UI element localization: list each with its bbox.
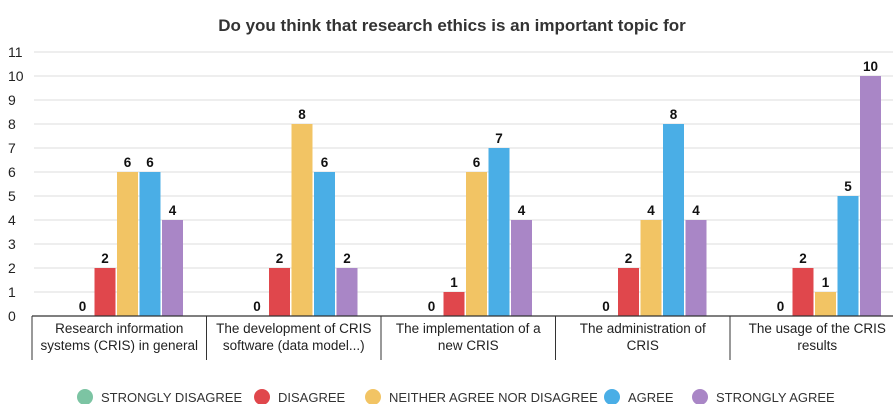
legend-marker	[365, 389, 381, 404]
legend-label: DISAGREE	[278, 390, 346, 404]
bar-value-label: 0	[777, 299, 785, 314]
bar	[837, 196, 859, 316]
bar-value-label: 2	[799, 251, 807, 266]
category-label: CRIS	[627, 338, 659, 353]
y-tick-label: 1	[8, 284, 16, 300]
legend-marker	[254, 389, 270, 404]
bar-value-label: 6	[473, 155, 481, 170]
legend-marker	[604, 389, 620, 404]
y-tick-label: 4	[8, 212, 16, 228]
y-axis-ticks: 0 1 2 3 4 5 6 7 8 9 10 11	[8, 44, 24, 324]
bar-value-label: 0	[602, 299, 610, 314]
bar-value-label: 6	[321, 155, 329, 170]
legend: STRONGLY DISAGREE DISAGREE NEITHER AGREE N…	[77, 389, 835, 404]
bar-value-label: 7	[495, 131, 503, 146]
category-label: The administration of	[580, 321, 706, 336]
category-label: Research information	[55, 321, 183, 336]
category-label: new CRIS	[438, 338, 499, 353]
category-label: results	[797, 338, 837, 353]
bar-value-label: 0	[79, 299, 87, 314]
legend-label: STRONGLY AGREE	[716, 390, 835, 404]
bar	[618, 268, 639, 316]
y-tick-label: 5	[8, 188, 16, 204]
bar	[860, 76, 881, 316]
y-tick-label: 7	[8, 140, 16, 156]
bar	[792, 268, 814, 316]
y-tick-label: 10	[8, 68, 24, 84]
bar-value-label: 1	[822, 275, 830, 290]
chart-title: Do you think that research ethics is an …	[218, 16, 686, 35]
bars	[94, 76, 881, 316]
y-tick-label: 0	[8, 308, 16, 324]
bar-value-label: 2	[101, 251, 109, 266]
bar-value-label: 1	[450, 275, 458, 290]
y-tick-label: 2	[8, 260, 16, 276]
category-label: The implementation of a	[396, 321, 541, 336]
bar	[663, 124, 684, 316]
x-axis: Research information systems (CRIS) in ge…	[31, 315, 893, 360]
bar	[443, 292, 465, 316]
bar-value-label: 4	[692, 203, 700, 218]
bar	[291, 124, 313, 316]
bar-value-label: 0	[253, 299, 261, 314]
legend-label: STRONGLY DISAGREE	[101, 390, 242, 404]
bar	[466, 172, 487, 316]
category-label: The usage of the CRIS	[749, 321, 886, 336]
y-tick-label: 11	[8, 44, 23, 60]
bar-value-label: 6	[124, 155, 132, 170]
bar-value-label: 4	[518, 203, 526, 218]
legend-marker	[77, 389, 93, 404]
bar-value-label: 6	[146, 155, 154, 170]
bar	[162, 220, 183, 316]
bar	[685, 220, 707, 316]
bar-value-label: 5	[844, 179, 852, 194]
bar	[488, 148, 510, 316]
y-tick-label: 6	[8, 164, 16, 180]
category-label: systems (CRIS) in general	[40, 338, 198, 353]
bar	[815, 292, 836, 316]
bar-value-label: 10	[863, 59, 878, 74]
bar	[336, 268, 358, 316]
category-label: The development of CRIS	[216, 321, 371, 336]
bar	[117, 172, 138, 316]
bar-value-label: 2	[276, 251, 284, 266]
bar	[314, 172, 335, 316]
legend-marker	[692, 389, 708, 404]
bar-value-label: 2	[343, 251, 351, 266]
y-tick-label: 8	[8, 116, 16, 132]
bar-value-label: 4	[169, 203, 177, 218]
bar	[139, 172, 161, 316]
bar	[511, 220, 532, 316]
bar	[269, 268, 290, 316]
bar	[640, 220, 662, 316]
category-label: software (data model...)	[223, 338, 365, 353]
bar-value-label: 2	[625, 251, 633, 266]
bar	[94, 268, 116, 316]
bar-value-label: 4	[647, 203, 655, 218]
bar-value-label: 8	[670, 107, 678, 122]
legend-label: AGREE	[628, 390, 674, 404]
legend-label: NEITHER AGREE NOR DISAGREE	[389, 390, 598, 404]
bar-value-label: 8	[298, 107, 306, 122]
y-tick-label: 3	[8, 236, 16, 252]
bar-value-label: 0	[428, 299, 436, 314]
y-tick-label: 9	[8, 92, 16, 108]
